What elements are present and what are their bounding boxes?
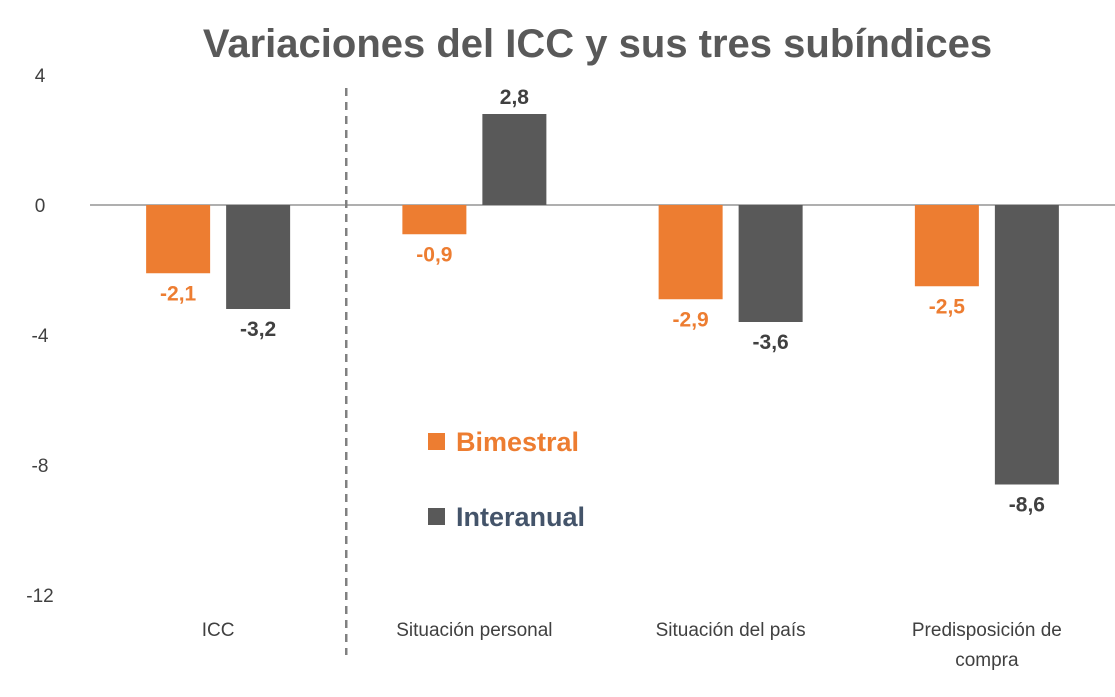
- category-label: Predisposición de compra: [912, 620, 1062, 671]
- data-label-interanual: -3,6: [753, 331, 789, 354]
- bar-interanual: [994, 205, 1059, 485]
- bar-interanual: [482, 114, 547, 205]
- legend-label-interanual: Interanual: [456, 502, 585, 532]
- legend-label-bimestral: Bimestral: [456, 427, 579, 457]
- category-label: Situación del país: [656, 620, 806, 641]
- y-tick-label: -8: [32, 456, 49, 477]
- y-tick-label: 0: [35, 196, 46, 217]
- data-label-bimestral: -2,9: [673, 308, 709, 331]
- category-label: ICC: [202, 620, 235, 641]
- y-tick-label: 4: [35, 66, 46, 87]
- data-label-bimestral: -2,5: [929, 295, 966, 318]
- bar-bimestral: [658, 205, 723, 300]
- chart-title: Variaciones del ICC y sus tres subíndice…: [202, 22, 993, 66]
- data-label-interanual: -3,2: [240, 318, 276, 341]
- data-label-bimestral: -0,9: [416, 243, 452, 266]
- data-label-interanual: 2,8: [500, 86, 530, 109]
- y-tick-label: -4: [32, 326, 49, 347]
- bar-bimestral: [402, 205, 467, 235]
- bar-interanual: [226, 205, 291, 309]
- category-label: Situación personal: [396, 620, 552, 641]
- bar-bimestral: [146, 205, 211, 274]
- y-tick-label: -12: [26, 586, 53, 607]
- legend-swatch-bimestral: [428, 433, 445, 450]
- bar-bimestral: [914, 205, 979, 287]
- data-label-interanual: -8,6: [1009, 494, 1045, 517]
- data-label-bimestral: -2,1: [160, 282, 197, 305]
- legend-swatch-interanual: [428, 508, 445, 525]
- bar-interanual: [738, 205, 803, 322]
